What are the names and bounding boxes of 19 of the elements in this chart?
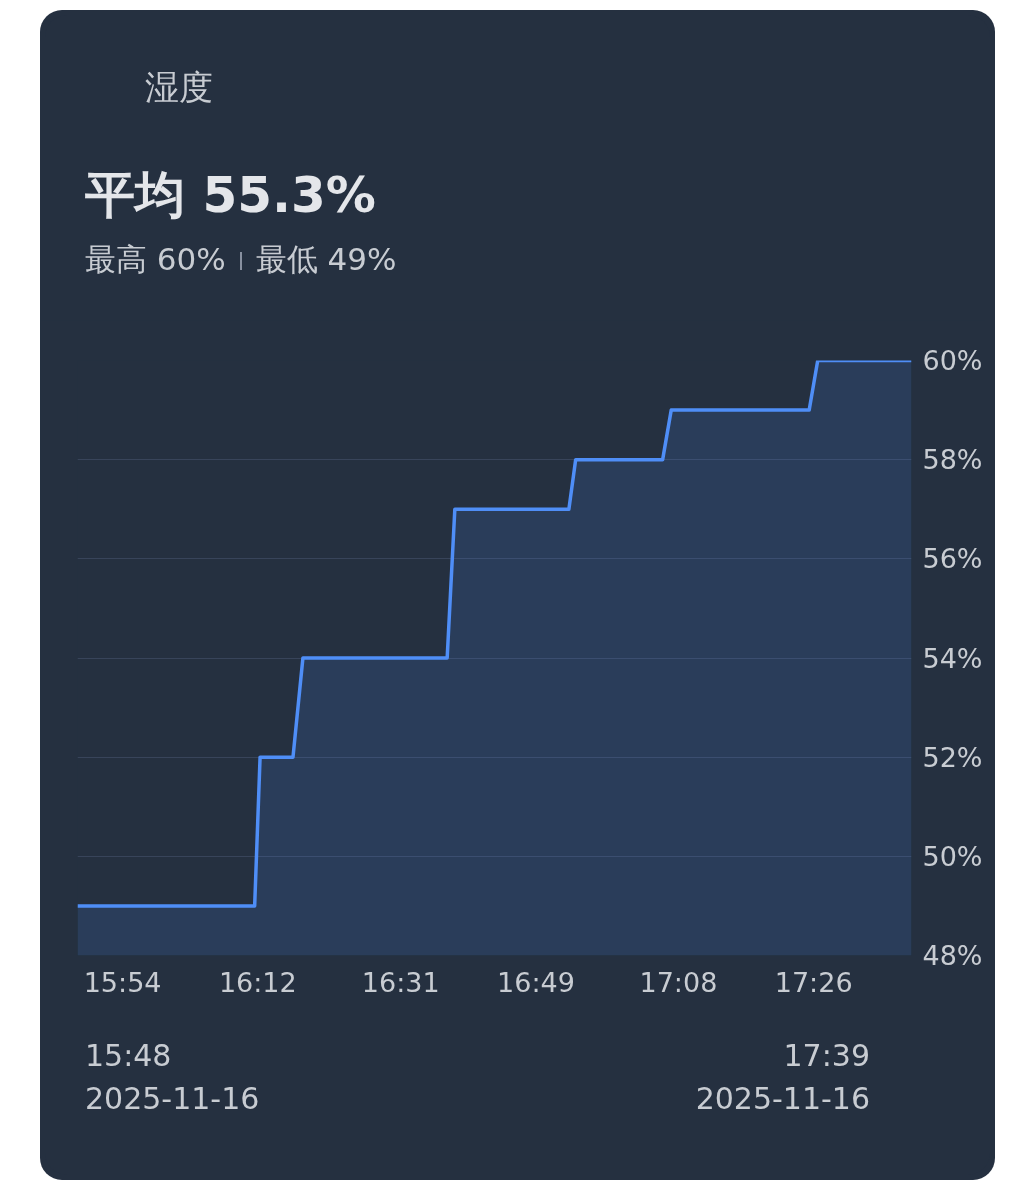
text: 最低 49% [255, 240, 397, 277]
y-tick-label: 56% [922, 543, 983, 575]
x-tick-label: 17:08 [639, 966, 718, 998]
x-tick-label: 15:54 [83, 966, 162, 998]
x-tick-label: 16:31 [361, 966, 440, 998]
text: 15:48 2025-11-16 [85, 1037, 260, 1118]
y-tick-label: 58% [922, 444, 983, 476]
y-tick-label: 50% [922, 840, 983, 872]
x-tick-label: 16:49 [497, 966, 575, 998]
y-tick-label: 52% [922, 741, 983, 773]
x-tick-label: 17:26 [774, 966, 853, 998]
text: 最高 60% [85, 240, 226, 277]
chart-title: 湿度 [145, 66, 214, 109]
y-tick-label: 54% [922, 642, 983, 674]
chart-subtitle: 平均 55.3% [85, 164, 377, 226]
text: 17:39 2025-11-16 [695, 1037, 870, 1118]
x-tick-label: 16:12 [218, 966, 297, 998]
y-tick-label: 60% [922, 345, 983, 376]
y-tick-label: 48% [922, 940, 983, 971]
